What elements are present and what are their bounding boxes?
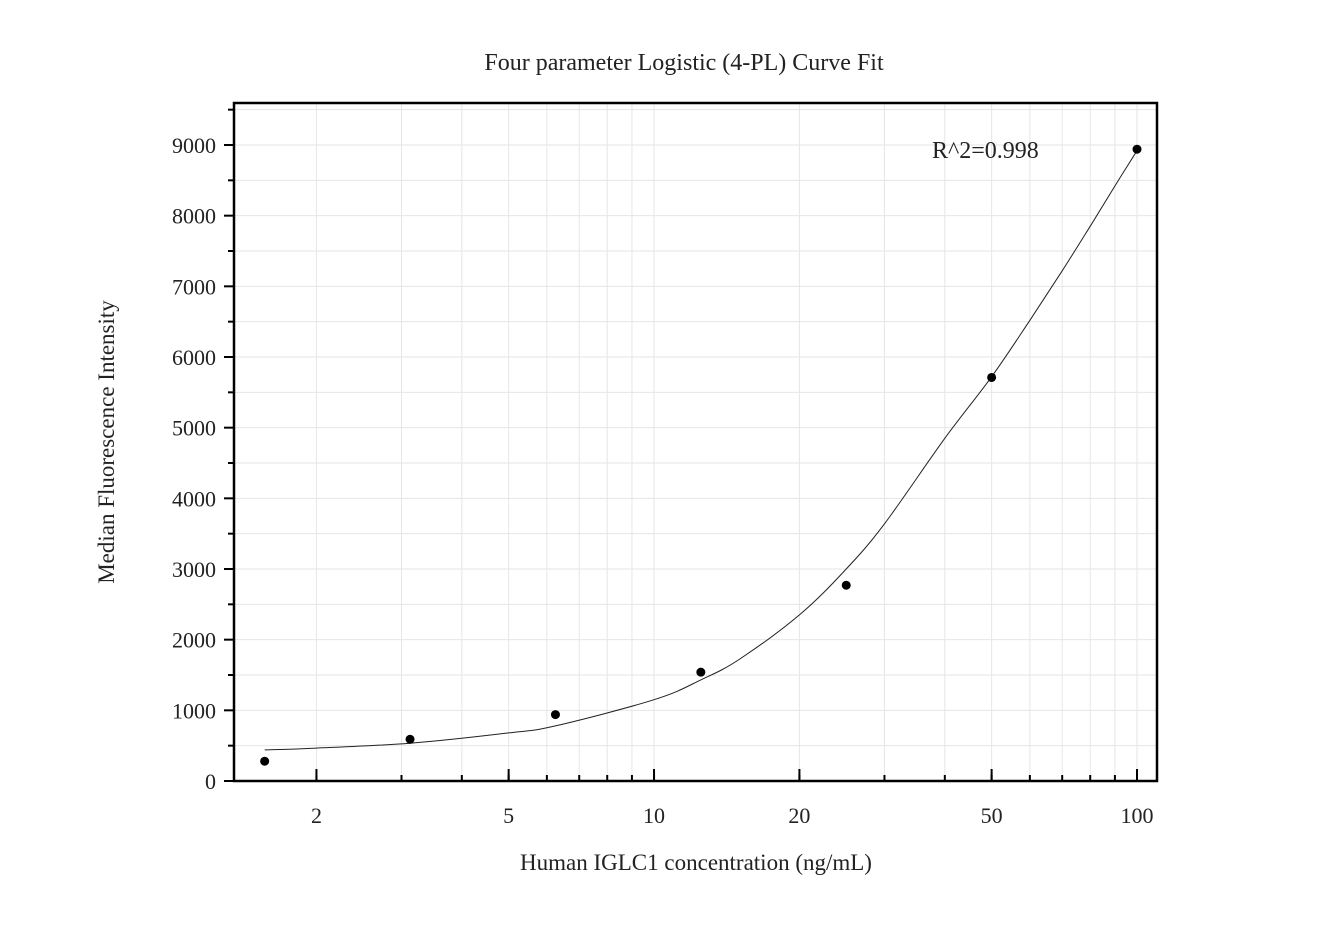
x-tick-label: 20 — [788, 803, 810, 828]
y-tick-label: 6000 — [172, 345, 216, 370]
grid-lines — [234, 103, 1157, 782]
y-tick-label: 7000 — [172, 274, 216, 299]
y-axis-label: Median Fluorescence Intensity — [94, 300, 119, 584]
data-points — [260, 144, 1142, 766]
data-point — [1132, 144, 1142, 154]
data-point — [841, 580, 851, 590]
r-squared-annotation: R^2=0.998 — [932, 138, 1039, 164]
y-tick-label: 3000 — [172, 557, 216, 582]
x-tick-label: 5 — [503, 803, 514, 828]
x-tick-label: 10 — [643, 803, 665, 828]
y-tick-label: 8000 — [172, 204, 216, 229]
data-point — [405, 734, 415, 744]
y-tick-label: 1000 — [172, 698, 216, 723]
data-point — [696, 667, 706, 677]
data-point — [260, 756, 270, 766]
x-axis-label: Human IGLC1 concentration (ng/mL) — [520, 850, 872, 875]
x-tick-label: 2 — [311, 803, 322, 828]
y-tick-label: 9000 — [172, 133, 216, 158]
x-tick-label: 50 — [981, 803, 1003, 828]
y-tick-label: 5000 — [172, 416, 216, 441]
tick-labels: 2 5 10 20 50 10001000200030004000500060007000… — [172, 133, 1154, 828]
y-tick-label: 2000 — [172, 628, 216, 653]
x-tick-label: 100 — [1121, 803, 1154, 828]
chart-title: Four parameter Logistic (4-PL) Curve Fit — [484, 50, 884, 76]
data-point — [987, 372, 997, 382]
data-point — [550, 710, 560, 720]
y-tick-label: 4000 — [172, 486, 216, 511]
fit-curve — [264, 150, 1138, 751]
axis-ticks — [224, 108, 1139, 782]
y-tick-label: 0 — [205, 769, 216, 794]
plot-frame — [232, 101, 1159, 783]
